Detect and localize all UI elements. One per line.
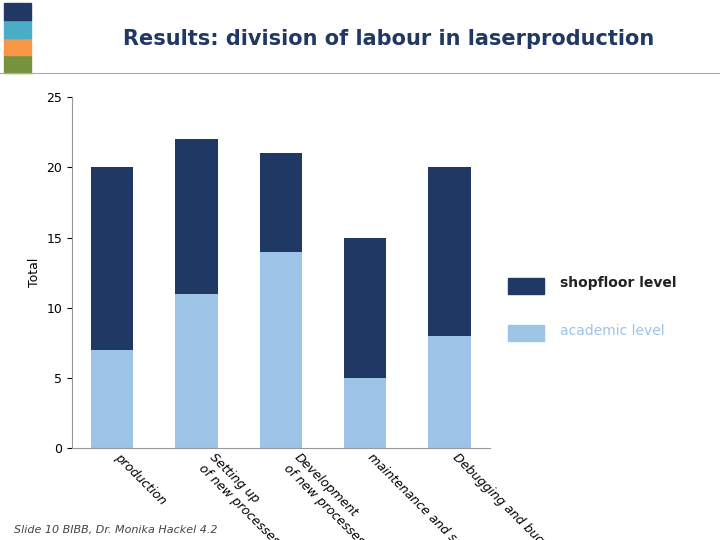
- Bar: [508, 278, 544, 294]
- Text: shopfloor level: shopfloor level: [560, 276, 677, 291]
- Bar: [508, 325, 544, 341]
- Bar: [428, 167, 471, 336]
- Bar: [260, 153, 302, 252]
- Text: Slide 10 BIBB, Dr. Monika Hackel 4.2: Slide 10 BIBB, Dr. Monika Hackel 4.2: [14, 525, 218, 535]
- Text: Results: division of labour in laserproduction: Results: division of labour in laserprod…: [123, 29, 654, 50]
- Text: academic level: academic level: [560, 324, 665, 338]
- Bar: [91, 350, 133, 448]
- Bar: [176, 294, 217, 448]
- Bar: [176, 139, 217, 294]
- Bar: [344, 238, 386, 378]
- Bar: [260, 252, 302, 448]
- Bar: [344, 378, 386, 448]
- Y-axis label: Total: Total: [28, 258, 41, 287]
- Bar: [91, 167, 133, 350]
- Bar: [428, 336, 471, 448]
